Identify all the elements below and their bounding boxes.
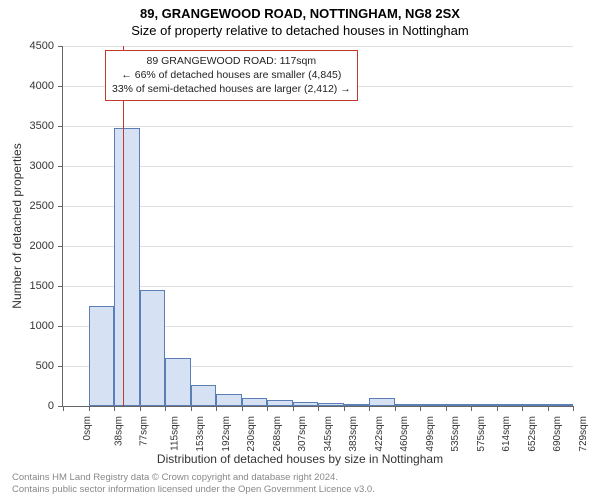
grid-line [63,206,573,207]
x-tick-mark [395,406,396,411]
x-tick-label: 192sqm [221,416,232,452]
x-tick-mark [420,406,421,411]
annotation-box: 89 GRANGEWOOD ROAD: 117sqm← 66% of detac… [105,50,358,101]
histogram-bar [522,404,548,406]
y-tick-mark [58,366,63,367]
histogram-bar [497,404,523,406]
grid-line [63,166,573,167]
y-tick-mark [58,246,63,247]
plot-area: 0sqm38sqm77sqm115sqm153sqm192sqm230sqm26… [62,46,573,407]
footer-line-2: Contains public sector information licen… [12,484,375,496]
x-tick-mark [497,406,498,411]
y-tick-label: 1500 [0,280,54,292]
x-tick-label: 652sqm [527,416,538,452]
x-tick-label: 499sqm [425,416,436,452]
x-tick-label: 268sqm [272,416,283,452]
y-tick-label: 4000 [0,80,54,92]
y-tick-label: 0 [0,400,54,412]
footer-line-1: Contains HM Land Registry data © Crown c… [12,472,375,484]
x-tick-mark [63,406,64,411]
x-tick-mark [344,406,345,411]
histogram-bar [420,404,446,406]
footer-attribution: Contains HM Land Registry data © Crown c… [12,472,375,496]
histogram-bar [242,398,268,406]
x-tick-mark [573,406,574,411]
y-tick-mark [58,126,63,127]
x-tick-mark [548,406,549,411]
histogram-bar [114,128,140,406]
x-tick-label: 422sqm [374,416,385,452]
histogram-bar [369,398,395,406]
x-tick-label: 230sqm [246,416,257,452]
x-axis-title: Distribution of detached houses by size … [0,452,600,466]
x-tick-mark [446,406,447,411]
x-tick-mark [522,406,523,411]
x-tick-label: 0sqm [82,416,93,440]
y-tick-label: 1000 [0,320,54,332]
y-tick-mark [58,166,63,167]
y-tick-label: 2000 [0,240,54,252]
histogram-bar [471,404,497,406]
histogram-bar [191,385,217,406]
x-tick-mark [267,406,268,411]
x-tick-label: 383sqm [348,416,359,452]
x-tick-mark [114,406,115,411]
chart-container: 89, GRANGEWOOD ROAD, NOTTINGHAM, NG8 2SX… [0,0,600,500]
histogram-bar [293,402,319,406]
histogram-bar [344,404,370,406]
y-tick-mark [58,46,63,47]
x-tick-label: 153sqm [195,416,206,452]
histogram-bar [140,290,166,406]
x-tick-mark [242,406,243,411]
y-tick-label: 4500 [0,40,54,52]
chart-area: 0sqm38sqm77sqm115sqm153sqm192sqm230sqm26… [62,46,572,406]
x-tick-label: 38sqm [113,416,124,446]
x-tick-mark [191,406,192,411]
x-tick-label: 307sqm [297,416,308,452]
x-tick-label: 535sqm [450,416,461,452]
x-tick-label: 614sqm [501,416,512,452]
x-tick-mark [293,406,294,411]
grid-line [63,246,573,247]
x-tick-mark [140,406,141,411]
x-tick-mark [89,406,90,411]
x-tick-mark [165,406,166,411]
grid-line [63,126,573,127]
y-tick-mark [58,206,63,207]
x-tick-mark [369,406,370,411]
annotation-line: ← 66% of detached houses are smaller (4,… [112,68,351,82]
annotation-line: 33% of semi-detached houses are larger (… [112,82,351,96]
histogram-bar [318,403,344,406]
x-tick-label: 575sqm [476,416,487,452]
grid-line [63,46,573,47]
y-tick-label: 2500 [0,200,54,212]
histogram-bar [395,404,421,406]
y-tick-mark [58,86,63,87]
x-tick-label: 77sqm [139,416,150,446]
histogram-bar [267,400,293,406]
x-tick-label: 460sqm [399,416,410,452]
histogram-bar [89,306,115,406]
grid-line [63,286,573,287]
histogram-bar [165,358,191,406]
x-tick-label: 115sqm [169,416,180,451]
x-tick-mark [471,406,472,411]
y-tick-label: 3000 [0,160,54,172]
annotation-line: 89 GRANGEWOOD ROAD: 117sqm [112,54,351,68]
x-tick-mark [318,406,319,411]
histogram-bar [446,404,472,406]
page-subtitle: Size of property relative to detached ho… [0,23,600,42]
histogram-bar [216,394,242,406]
x-tick-mark [216,406,217,411]
y-tick-label: 500 [0,360,54,372]
x-tick-label: 345sqm [323,416,334,452]
y-tick-mark [58,286,63,287]
x-tick-label: 690sqm [552,416,563,452]
histogram-bar [548,404,574,406]
x-tick-label: 729sqm [578,416,589,452]
y-tick-label: 3500 [0,120,54,132]
page-title: 89, GRANGEWOOD ROAD, NOTTINGHAM, NG8 2SX [0,0,600,23]
y-tick-mark [58,326,63,327]
